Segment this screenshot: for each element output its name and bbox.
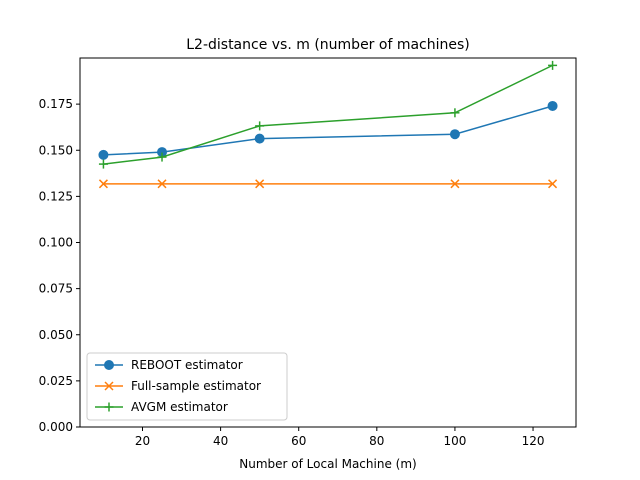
legend-marker (104, 402, 114, 412)
x-tick-label: 120 (522, 434, 545, 448)
x-axis-ticks: 20 40 60 80 100 120 (135, 427, 545, 448)
y-tick-label: 0.050 (39, 328, 73, 342)
y-tick-label: 0.000 (39, 420, 73, 434)
x-axis-label: Number of Local Machine (m) (239, 457, 416, 471)
y-tick-label: 0.175 (39, 97, 73, 111)
data-point (98, 149, 109, 160)
data-point (548, 179, 558, 189)
y-tick-label: 0.025 (39, 374, 73, 388)
y-tick-label: 0.150 (39, 143, 73, 157)
data-point (450, 179, 460, 189)
series-line (103, 105, 553, 156)
legend-entry: Full-sample estimator (95, 379, 261, 393)
series-1 (98, 179, 558, 189)
x-tick-label: 40 (213, 434, 228, 448)
x-tick-label: 20 (135, 434, 150, 448)
series-0 (98, 100, 558, 160)
legend-label: AVGM estimator (131, 400, 228, 414)
data-point (255, 121, 265, 131)
chart-title: L2-distance vs. m (number of machines) (186, 37, 470, 53)
x-tick-label: 60 (291, 434, 306, 448)
data-point (548, 60, 558, 70)
data-point (98, 179, 108, 189)
y-tick-label: 0.075 (39, 282, 73, 296)
legend: REBOOT estimator Full-sample estimator AVG… (86, 352, 288, 421)
data-point (450, 108, 460, 118)
legend-entry: AVGM estimator (95, 400, 228, 414)
data-point (547, 100, 558, 111)
legend-label: Full-sample estimator (131, 379, 261, 393)
legend-entry: REBOOT estimator (95, 358, 243, 372)
x-tick-label: 80 (369, 434, 384, 448)
data-point (157, 152, 167, 162)
legend-marker (104, 381, 114, 391)
legend-box (86, 352, 288, 421)
y-tick-label: 0.125 (39, 189, 73, 203)
data-point (98, 159, 108, 169)
series-line (103, 64, 553, 165)
plot-marks (98, 60, 558, 189)
legend-label: REBOOT estimator (131, 358, 243, 372)
data-point (255, 179, 265, 189)
x-tick-label: 100 (443, 434, 466, 448)
series-2 (98, 60, 558, 169)
y-tick-label: 0.100 (39, 236, 73, 250)
legend-marker (104, 360, 114, 370)
data-point (254, 133, 265, 144)
data-point (449, 129, 460, 140)
data-point (157, 179, 167, 189)
y-axis-ticks: 0.000 0.025 0.050 0.075 0.100 0.125 0.150 0.175 (39, 97, 80, 434)
